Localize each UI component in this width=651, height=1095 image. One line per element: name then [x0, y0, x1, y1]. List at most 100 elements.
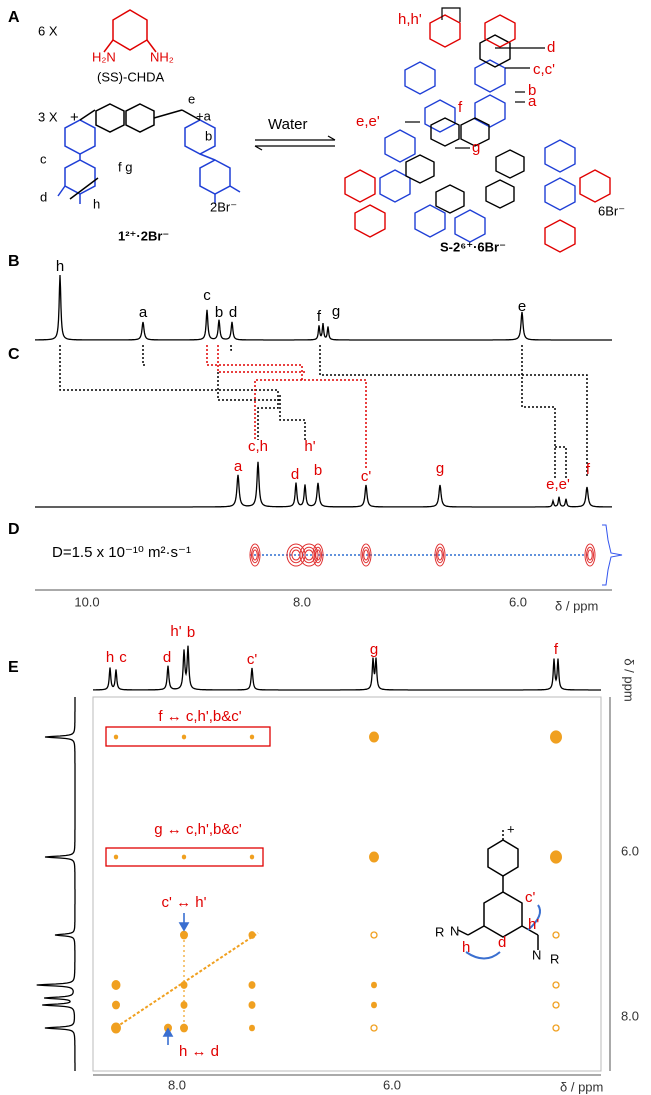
correlation-label: g ↔ c,h',b&c' [154, 821, 242, 838]
peak-label: b [215, 304, 223, 321]
equilibrium-arrows [254, 135, 336, 151]
peak-label: a [234, 458, 243, 475]
cross-peak [249, 854, 255, 860]
contour [360, 543, 372, 567]
proton-label: c' [525, 889, 536, 906]
atom-label: + [507, 821, 515, 836]
cross-peak [111, 980, 121, 990]
peak-label: b [314, 462, 322, 479]
peak-label: c' [247, 651, 258, 668]
contour [251, 546, 259, 564]
spectrum-c [35, 461, 612, 508]
cage-structure [344, 7, 611, 253]
y-axis-label: δ / ppm [622, 658, 637, 701]
counter-ion: 2Br⁻ [210, 199, 237, 214]
contour [584, 543, 596, 567]
panel-label: E [8, 659, 19, 676]
peak-label: a [139, 304, 148, 321]
x-tick-label: 8.0 [293, 594, 311, 609]
cage-proton-label: a [528, 93, 537, 110]
diffusion-projection [602, 524, 623, 586]
peak-label: f [586, 461, 591, 478]
peak-label: g [332, 303, 340, 320]
contour [437, 549, 443, 561]
proton-label: b [205, 128, 212, 143]
cross-peak [552, 1024, 560, 1032]
spectrum-b [35, 274, 612, 341]
highlight-box [105, 847, 264, 867]
peak-label: c [119, 649, 127, 666]
cross-peak [248, 981, 256, 989]
cross-peak [180, 1023, 188, 1033]
reagent-name: (SS)-CHDA [97, 69, 164, 84]
peak-label: h [106, 649, 114, 666]
cross-peak [180, 1001, 188, 1009]
atom-label: R [550, 951, 559, 966]
amine-label: NH₂ [150, 49, 174, 64]
correlation-lines [59, 345, 588, 480]
peak-label: d [229, 304, 237, 321]
cross-peak [249, 1024, 255, 1032]
peak-label: d [163, 649, 171, 666]
contour [252, 549, 258, 561]
peak-label: c [203, 287, 211, 304]
cage-proton-label: d [547, 39, 555, 56]
linker-structure [57, 103, 241, 204]
peak-label: h' [170, 623, 181, 640]
cross-peak [248, 1001, 256, 1009]
contour [434, 543, 446, 567]
cross-peak [111, 1022, 121, 1034]
chda-structure [103, 9, 157, 53]
proton-label: h' [528, 916, 539, 933]
repeat-unit-structure [457, 830, 541, 960]
peak-label: d [291, 466, 299, 483]
x-tick-label: 10.0 [74, 594, 99, 609]
diffusion-coefficient: D=1.5 x 10⁻¹⁰ m²·s⁻¹ [52, 544, 191, 561]
cage-proton-label: f [458, 99, 463, 116]
cross-peak [552, 931, 560, 939]
peak-label: f [554, 641, 559, 658]
proton-label: +a [196, 108, 212, 123]
compound-label: S-2⁶⁺·6Br⁻ [440, 239, 506, 254]
contour [363, 549, 369, 561]
atom-label: N [532, 947, 541, 962]
plot-frame [92, 696, 602, 1072]
cross-peak [550, 730, 562, 744]
correlation-label: c' ↔ h' [162, 894, 207, 911]
cross-peak [248, 931, 256, 939]
spectrum-e-left [36, 697, 76, 1071]
cross-peak [369, 731, 379, 743]
contour [312, 543, 324, 567]
x-tick-label: 6.0 [509, 594, 527, 609]
cross-peak [181, 854, 187, 860]
cross-peak [370, 1024, 378, 1032]
peak-label: e [518, 298, 526, 315]
cross-peak [180, 981, 188, 989]
x-axis-label: δ / ppm [555, 598, 598, 613]
peak-label: g [370, 641, 378, 658]
correlation-label: f ↔ c,h',b&c' [158, 708, 241, 725]
contour [436, 546, 444, 564]
counter-ion: 6Br⁻ [598, 203, 625, 218]
reagent-count: 6 X [38, 23, 58, 38]
cross-peak [249, 734, 255, 740]
cross-peak [181, 734, 187, 740]
cage-proton-label: h,h' [398, 11, 422, 28]
proton-label: f g [118, 159, 132, 174]
y-tick-label: 6.0 [621, 843, 639, 858]
cross-peak [552, 981, 560, 989]
spectrum-e-top [93, 645, 601, 691]
solvent: Water [268, 116, 307, 133]
panel-label: C [8, 346, 20, 363]
y-tick-label: 8.0 [621, 1008, 639, 1023]
linker-count: 3 X [38, 109, 58, 124]
panel-label: B [8, 253, 20, 270]
proton-label: h [93, 196, 100, 211]
cross-peak [550, 850, 562, 864]
cross-peak [113, 854, 119, 860]
x-axis-label: δ / ppm [560, 1079, 603, 1094]
contour [362, 546, 370, 564]
cross-peak [180, 930, 188, 940]
proton-label: e [188, 91, 195, 106]
